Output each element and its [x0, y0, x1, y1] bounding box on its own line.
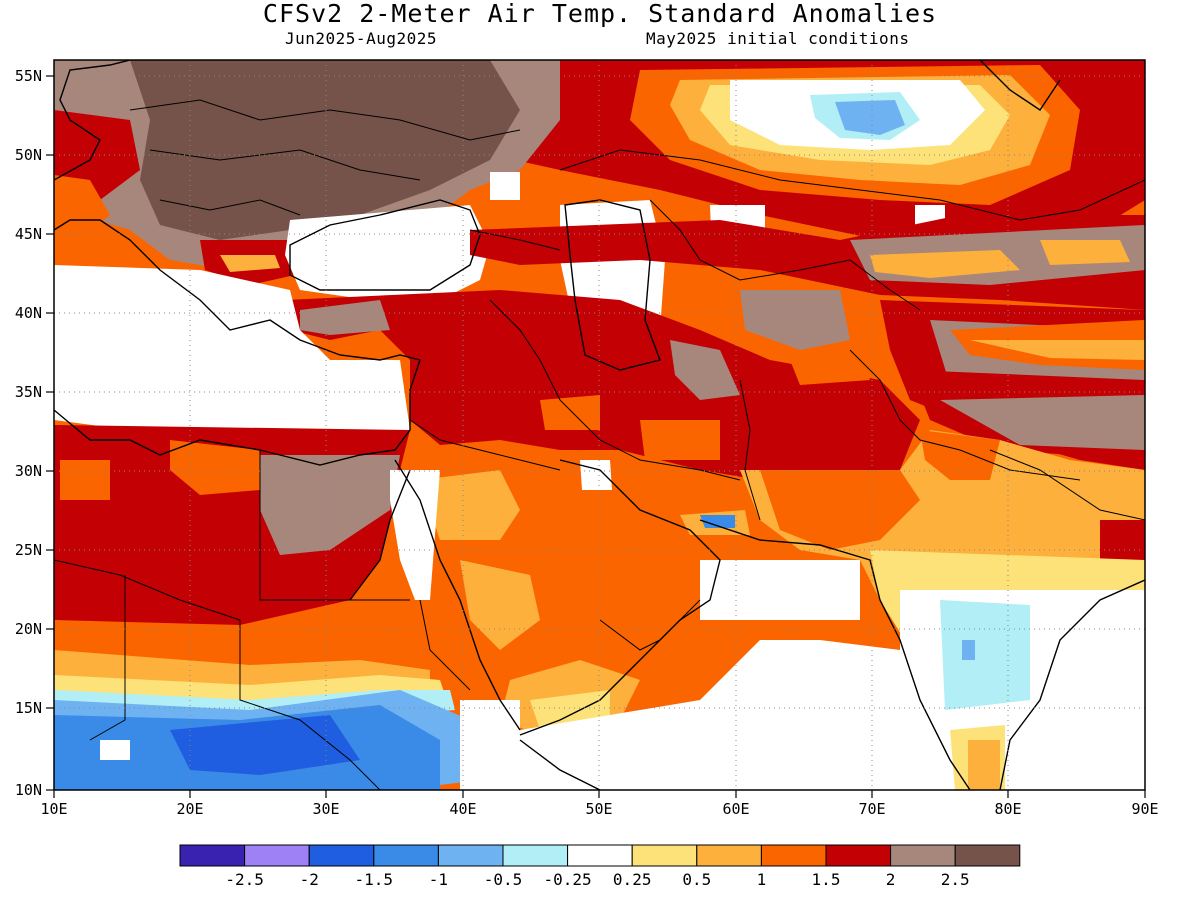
- lon-label-70e: 70E: [858, 800, 885, 818]
- colorbar-swatch: [308, 844, 375, 867]
- lon-labels: 10E 20E 30E 40E 50E 60E 70E 80E 90E: [40, 800, 1158, 818]
- lat-label-20n: 20N: [15, 620, 42, 638]
- colorbar-swatch: [954, 844, 1021, 867]
- colorbar-label: 0.5: [682, 870, 711, 889]
- colorbar-swatch: [760, 844, 827, 867]
- colorbar-swatch: [567, 844, 633, 867]
- colorbar-swatch: [244, 844, 310, 867]
- colorbar-label: -0.5: [484, 870, 523, 889]
- lon-label-30e: 30E: [312, 800, 339, 818]
- lat-labels: 55N 50N 45N 40N 35N 30N 25N 20N 15N 10N: [15, 67, 42, 799]
- colorbar-swatch: [890, 844, 956, 867]
- colorbar-label: 2.5: [941, 870, 970, 889]
- lat-label-55n: 55N: [15, 67, 42, 85]
- axis-ticks: [46, 75, 1146, 798]
- colorbar-label: -2.5: [225, 870, 264, 889]
- colorbar-label: -2: [300, 870, 319, 889]
- lat-label-25n: 25N: [15, 541, 42, 559]
- initial-conditions: May2025 initial conditions: [646, 29, 910, 48]
- colorbar-swatch: [631, 844, 698, 867]
- colorbar: -2.5 -2 -1.5 -1 -0.5 -0.25 0.25 0.5 1 1.5 2 2.5: [179, 844, 1021, 889]
- colorbar-label: -0.25: [544, 870, 592, 889]
- colorbar-label: 0.25: [613, 870, 652, 889]
- colorbar-label: -1.5: [355, 870, 394, 889]
- lat-label-35n: 35N: [15, 383, 42, 401]
- colorbar-swatch: [502, 844, 569, 867]
- colorbar-swatch: [437, 844, 504, 867]
- colorbar-swatch: [373, 844, 439, 867]
- forecast-period: Jun2025-Aug2025: [285, 29, 437, 48]
- lon-label-10e: 10E: [40, 800, 67, 818]
- colorbar-label: 1: [757, 870, 767, 889]
- colorbar-label: -1: [429, 870, 448, 889]
- grid-lines: [54, 60, 1145, 790]
- lon-label-60e: 60E: [722, 800, 749, 818]
- colorbar-label: 1.5: [812, 870, 841, 889]
- lat-label-45n: 45N: [15, 225, 42, 243]
- colorbar-swatch: [825, 844, 892, 867]
- lat-label-50n: 50N: [15, 146, 42, 164]
- lon-label-40e: 40E: [449, 800, 476, 818]
- lat-label-10n: 10N: [15, 781, 42, 799]
- colorbar-label: 2: [886, 870, 896, 889]
- lat-label-40n: 40N: [15, 304, 42, 322]
- coastlines: [54, 60, 1145, 790]
- lon-label-90e: 90E: [1131, 800, 1158, 818]
- lon-label-80e: 80E: [994, 800, 1021, 818]
- country-borders: [54, 99, 1145, 790]
- lon-label-50e: 50E: [585, 800, 612, 818]
- lon-label-20e: 20E: [176, 800, 203, 818]
- colorbar-swatch: [179, 844, 246, 867]
- chart-title: CFSv2 2-Meter Air Temp. Standard Anomali…: [262, 0, 938, 28]
- colorbar-swatch: [696, 844, 762, 867]
- lat-label-15n: 15N: [15, 699, 42, 717]
- lat-label-30n: 30N: [15, 462, 42, 480]
